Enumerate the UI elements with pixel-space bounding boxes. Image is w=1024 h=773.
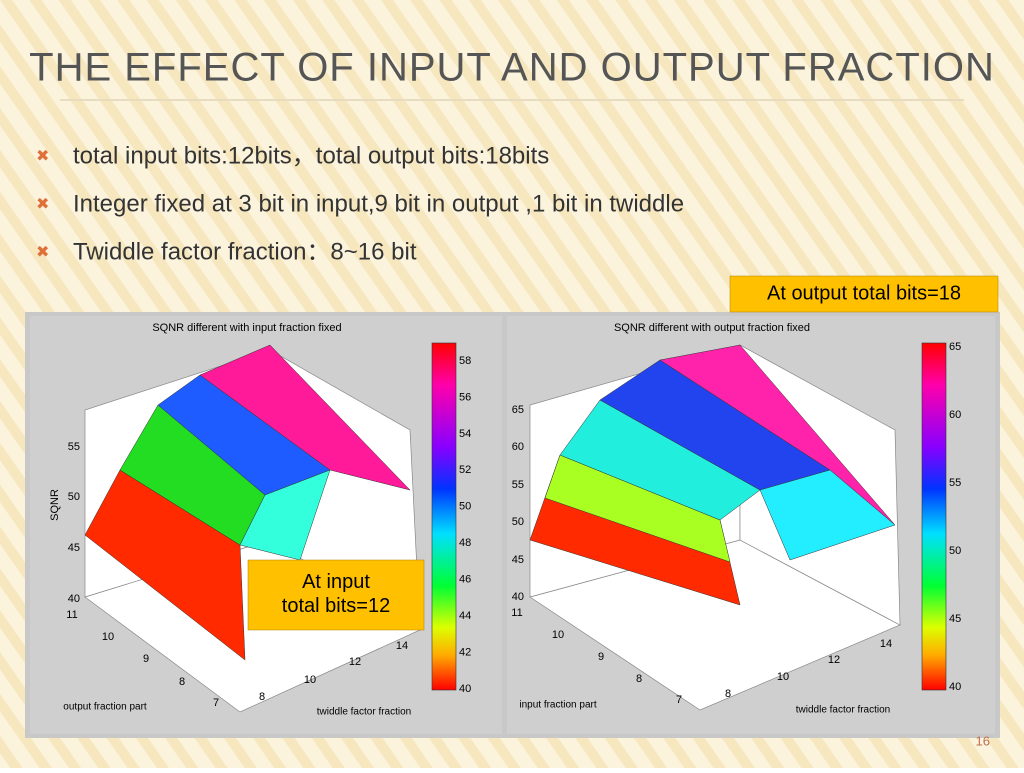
tick-label: 8 [179, 676, 185, 688]
tick-label: 14 [880, 638, 892, 650]
y-axis-label: twiddle factor fraction [317, 707, 412, 718]
tick-label: 8 [259, 691, 265, 703]
callout [729, 275, 999, 313]
tick-label: 55 [68, 441, 80, 453]
tick-label: 40 [459, 683, 471, 695]
tick-label: 12 [828, 654, 840, 666]
tick-label: 60 [949, 409, 961, 421]
tick-label: 55 [949, 477, 961, 489]
tick-label: 10 [777, 671, 789, 683]
figure-title: SQNR different with input fraction fixed [152, 322, 341, 334]
x-axis-label: input fraction part [519, 700, 596, 711]
tick-label: 50 [512, 516, 524, 528]
tick-label: 58 [459, 355, 471, 367]
figure-title: SQNR different with output fraction fixe… [614, 322, 810, 334]
tick-label: 14 [396, 640, 408, 652]
x-axis-label: output fraction part [63, 702, 147, 713]
tick-label: 9 [598, 651, 604, 663]
tick-label: 65 [512, 404, 524, 416]
y-axis-label: twiddle factor fraction [796, 705, 891, 716]
bullet: Integer fixed at 3 bit in input,9 bit in… [73, 190, 684, 217]
surface [529, 344, 896, 606]
tick-label: 46 [459, 574, 471, 586]
bullet-icon: ✖ [36, 244, 49, 261]
tick-label: 7 [213, 697, 219, 709]
tick-label: 52 [459, 464, 471, 476]
bullet: Twiddle factor fraction：8~16 bit [73, 238, 417, 265]
z-axis-label: SQNR [49, 489, 61, 521]
tick-label: 40 [68, 593, 80, 605]
tick-label: 9 [143, 653, 149, 665]
tick-label: 11 [511, 607, 522, 619]
tick-label: 55 [512, 479, 524, 491]
tick-label: 10 [552, 629, 564, 641]
tick-label: 40 [512, 591, 524, 603]
tick-label: 45 [68, 542, 80, 554]
tick-label: 45 [512, 554, 524, 566]
bullet-icon: ✖ [36, 148, 49, 165]
bullet: total input bits:12bits，total output bit… [73, 142, 549, 169]
tick-label: 10 [304, 674, 316, 686]
tick-label: 65 [949, 341, 961, 353]
surface [84, 344, 411, 661]
tick-label: 44 [459, 610, 471, 622]
tick-label: 10 [102, 631, 114, 643]
callout-text: At output total bits=18 [767, 282, 961, 304]
tick-label: 56 [459, 391, 471, 403]
tick-label: 40 [949, 681, 961, 693]
callout-text: At input total bits=12 [282, 571, 390, 617]
tick-label: 50 [68, 491, 80, 503]
tick-label: 54 [459, 428, 471, 440]
tick-label: 45 [949, 613, 961, 625]
tick-label: 50 [949, 545, 961, 557]
tick-label: 12 [349, 656, 361, 668]
slide-title: THE EFFECT OF INPUT AND OUTPUT FRACTION [29, 46, 995, 90]
tick-label: 60 [512, 441, 524, 453]
tick-label: 50 [459, 501, 471, 513]
bullet-icon: ✖ [36, 196, 49, 213]
tick-label: 8 [636, 673, 642, 685]
colorbar [921, 342, 947, 691]
tick-label: 11 [66, 609, 77, 621]
tick-label: 8 [725, 688, 731, 700]
page-number: 16 [976, 733, 990, 748]
callout [247, 559, 425, 631]
tick-label: 48 [459, 537, 471, 549]
tick-label: 7 [676, 694, 682, 706]
colorbar [431, 342, 457, 691]
tick-label: 42 [459, 646, 471, 658]
